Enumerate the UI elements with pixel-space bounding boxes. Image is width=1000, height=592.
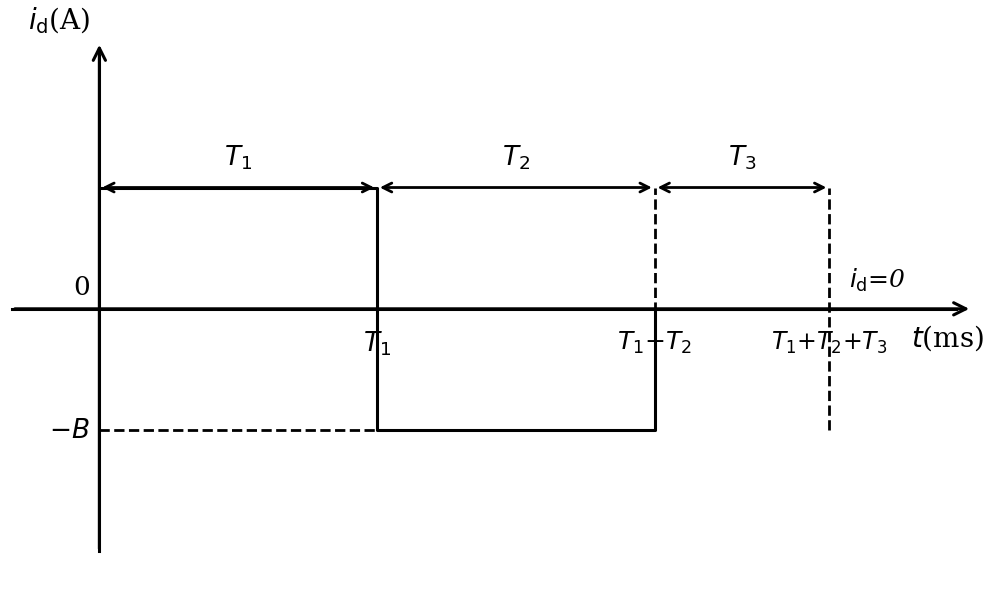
Text: $T_2$: $T_2$: [502, 143, 530, 172]
Text: $T_3$: $T_3$: [728, 143, 756, 172]
Text: $t$(ms): $t$(ms): [911, 323, 984, 353]
Text: $T_1$+$T_2$: $T_1$+$T_2$: [617, 329, 692, 356]
Text: $T_1$: $T_1$: [224, 143, 252, 172]
Text: $-B$: $-B$: [49, 417, 90, 443]
Text: $T_1$+$T_2$+$T_3$: $T_1$+$T_2$+$T_3$: [771, 329, 887, 356]
Text: 0: 0: [73, 275, 90, 300]
Text: $i_\mathrm{d}$=0: $i_\mathrm{d}$=0: [849, 267, 906, 294]
Text: $T_1$: $T_1$: [363, 329, 391, 358]
Text: $i_\mathrm{d}$(A): $i_\mathrm{d}$(A): [28, 5, 90, 36]
